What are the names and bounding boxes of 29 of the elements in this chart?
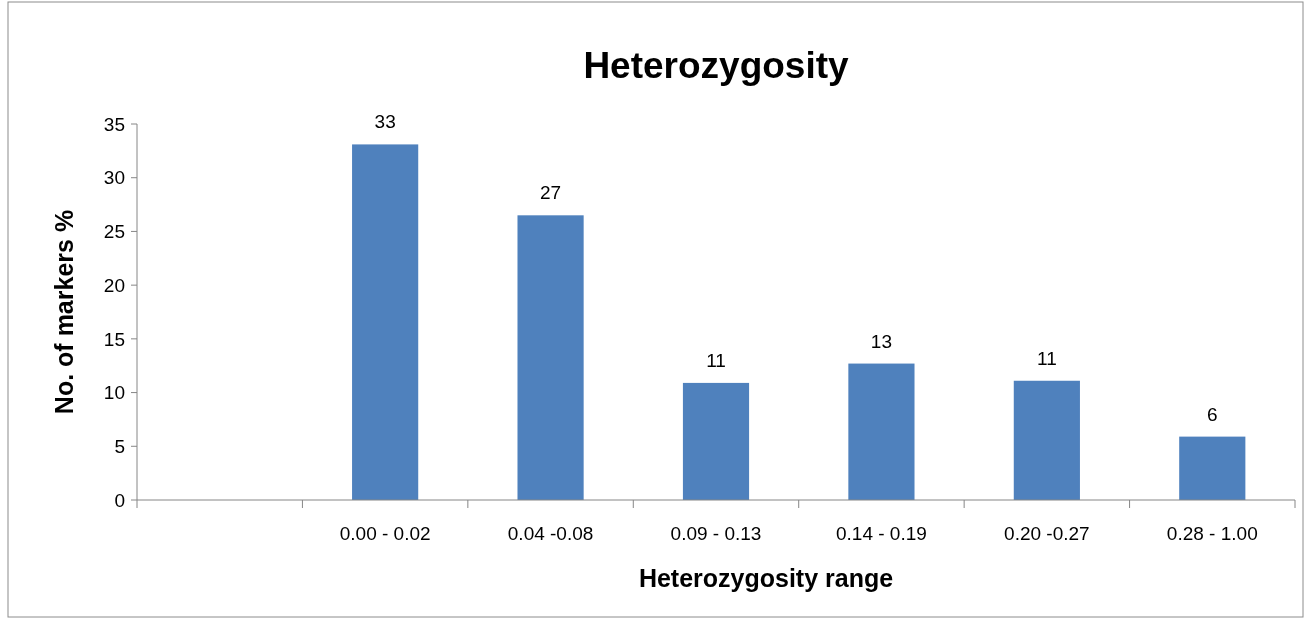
data-label: 33	[374, 111, 396, 133]
y-tick-label: 15	[103, 328, 125, 350]
bar	[517, 215, 584, 500]
bar	[1179, 436, 1246, 500]
bar	[352, 144, 419, 500]
y-axis-title: No. of markers %	[50, 209, 78, 415]
y-tick-label: 35	[103, 113, 125, 135]
y-tick-label: 0	[114, 489, 125, 511]
chart-title: Heterozygosity	[583, 45, 850, 86]
bar	[1013, 380, 1080, 500]
x-tick-label: 0.04 -0.08	[507, 523, 594, 544]
y-tick-label: 25	[103, 221, 125, 243]
x-tick-label: 0.20 -0.27	[1004, 523, 1090, 544]
bar	[848, 363, 915, 500]
data-label: 11	[1036, 347, 1057, 369]
x-tick-label: 0.14 - 0.19	[836, 523, 927, 544]
data-label: 13	[870, 330, 892, 352]
data-label: 27	[540, 182, 562, 204]
x-tick-label: 0.00 - 0.02	[339, 523, 431, 544]
x-axis-title: Heterozygosity range	[638, 564, 894, 592]
y-tick-label: 10	[103, 382, 125, 404]
bar	[682, 382, 750, 500]
y-tick-label: 5	[114, 435, 125, 457]
x-tick-label: 0.09 - 0.13	[670, 523, 762, 544]
x-tick-label: 0.28 - 1.00	[1166, 523, 1258, 544]
data-label: 6	[1207, 403, 1218, 425]
y-tick-label: 30	[103, 167, 125, 189]
data-label: 11	[706, 349, 726, 371]
y-tick-label: 20	[103, 274, 125, 296]
